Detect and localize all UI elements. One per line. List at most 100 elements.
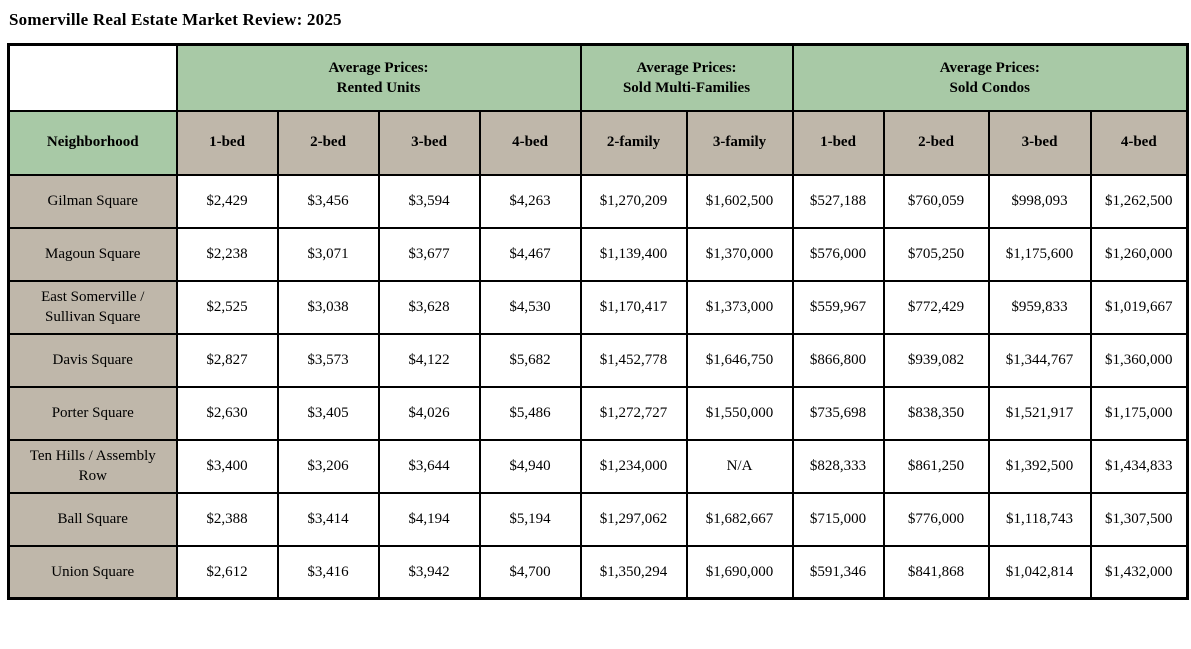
price-cell: $1,392,500 [987, 438, 1092, 494]
price-cell: $1,262,500 [1089, 173, 1189, 229]
real-estate-table: Average Prices: Rented Units Average Pri… [7, 43, 1190, 600]
price-cell: $4,026 [377, 385, 481, 441]
price-cell: $2,429 [175, 173, 279, 229]
price-cell: $1,521,917 [987, 385, 1092, 441]
column-header-2-family: 2-family [579, 109, 688, 176]
neighborhood-cell: Ten Hills / Assembly Row [7, 438, 178, 494]
price-cell: $5,682 [478, 332, 582, 388]
price-cell: $576,000 [791, 226, 885, 282]
table-row: Union Square $2,612 $3,416 $3,942 $4,700 $1,3… [7, 544, 1189, 600]
table-row: Ball Square $2,388 $3,414 $4,194 $5,194 $1,29… [7, 491, 1189, 547]
price-cell: $1,690,000 [685, 544, 794, 600]
price-cell: $4,194 [377, 491, 481, 547]
price-cell: $1,270,209 [579, 173, 688, 229]
price-cell: $591,346 [791, 544, 885, 600]
price-cell: $2,238 [175, 226, 279, 282]
corner-cell [7, 43, 178, 112]
price-cell: $3,594 [377, 173, 481, 229]
price-cell: $1,370,000 [685, 226, 794, 282]
price-cell: $3,400 [175, 438, 279, 494]
group-header-sold-multi-families: Average Prices: Sold Multi-Families [579, 43, 794, 112]
table-row: Davis Square $2,827 $3,573 $4,122 $5,682 $1,4… [7, 332, 1189, 388]
price-cell: $959,833 [987, 279, 1092, 335]
price-cell: $735,698 [791, 385, 885, 441]
price-cell: $1,373,000 [685, 279, 794, 335]
group-header-sold-condos: Average Prices: Sold Condos [791, 43, 1189, 112]
neighborhood-column-header: Neighborhood [7, 109, 178, 176]
column-header-2-bed: 2-bed [276, 109, 380, 176]
price-cell: $1,344,767 [987, 332, 1092, 388]
column-header-4-bed: 4-bed [1089, 109, 1189, 176]
column-header-row: Neighborhood 1-bed 2-bed 3-bed 4-bed 2-famil… [7, 109, 1189, 176]
price-cell: $1,272,727 [579, 385, 688, 441]
price-cell: $3,456 [276, 173, 380, 229]
neighborhood-cell: Porter Square [7, 385, 178, 441]
price-cell: $841,868 [882, 544, 990, 600]
group-header-row: Average Prices: Rented Units Average Pri… [7, 43, 1189, 112]
price-cell: $838,350 [882, 385, 990, 441]
price-cell: $2,630 [175, 385, 279, 441]
price-cell: $4,263 [478, 173, 582, 229]
price-cell: $715,000 [791, 491, 885, 547]
group-header-line1: Average Prices: [328, 59, 429, 76]
table-row: East Somerville / Sullivan Square $2,525 $… [7, 279, 1189, 335]
price-cell: $1,234,000 [579, 438, 688, 494]
price-cell: $861,250 [882, 438, 990, 494]
price-cell: $3,038 [276, 279, 380, 335]
price-cell: $1,139,400 [579, 226, 688, 282]
price-cell: $3,414 [276, 491, 380, 547]
price-cell: $1,297,062 [579, 491, 688, 547]
price-cell: $3,405 [276, 385, 380, 441]
column-header-1-bed: 1-bed [791, 109, 885, 176]
price-cell: $1,307,500 [1089, 491, 1189, 547]
price-cell: $527,188 [791, 173, 885, 229]
page-title: Somerville Real Estate Market Review: 20… [9, 10, 342, 29]
price-cell: $4,940 [478, 438, 582, 494]
price-cell: $1,550,000 [685, 385, 794, 441]
price-cell: $2,612 [175, 544, 279, 600]
group-header-line2: Rented Units [336, 79, 421, 96]
table-row: Porter Square $2,630 $3,405 $4,026 $5,486 $1,… [7, 385, 1189, 441]
price-cell: $1,682,667 [685, 491, 794, 547]
price-cell: $1,019,667 [1089, 279, 1189, 335]
neighborhood-cell: Davis Square [7, 332, 178, 388]
price-cell: $3,071 [276, 226, 380, 282]
price-cell: $998,093 [987, 173, 1092, 229]
price-cell: $760,059 [882, 173, 990, 229]
column-header-4-bed: 4-bed [478, 109, 582, 176]
price-cell: $2,388 [175, 491, 279, 547]
price-cell: $3,628 [377, 279, 481, 335]
price-cell: $4,530 [478, 279, 582, 335]
price-cell: $4,700 [478, 544, 582, 600]
price-cell: $866,800 [791, 332, 885, 388]
price-cell: $1,432,000 [1089, 544, 1189, 600]
price-cell: $1,042,814 [987, 544, 1092, 600]
group-header-line1: Average Prices: [939, 59, 1040, 76]
price-cell: $1,350,294 [579, 544, 688, 600]
neighborhood-cell: East Somerville / Sullivan Square [7, 279, 178, 335]
column-header-3-bed: 3-bed [987, 109, 1092, 176]
price-cell: $1,360,000 [1089, 332, 1189, 388]
column-header-3-family: 3-family [685, 109, 794, 176]
column-header-2-bed: 2-bed [882, 109, 990, 176]
price-cell: $1,434,833 [1089, 438, 1189, 494]
table-row: Gilman Square $2,429 $3,456 $3,594 $4,263 $1,… [7, 173, 1189, 229]
table-row: Magoun Square $2,238 $3,071 $3,677 $4,467 $1,… [7, 226, 1189, 282]
price-cell: $939,082 [882, 332, 990, 388]
neighborhood-cell: Ball Square [7, 491, 178, 547]
price-cell: $4,122 [377, 332, 481, 388]
column-header-3-bed: 3-bed [377, 109, 481, 176]
group-header-line1: Average Prices: [636, 59, 737, 76]
group-header-rented-units: Average Prices: Rented Units [175, 43, 582, 112]
column-header-1-bed: 1-bed [175, 109, 279, 176]
price-cell: $3,416 [276, 544, 380, 600]
neighborhood-cell: Magoun Square [7, 226, 178, 282]
price-cell: $5,194 [478, 491, 582, 547]
price-cell: $3,644 [377, 438, 481, 494]
price-cell: $3,942 [377, 544, 481, 600]
neighborhood-cell: Gilman Square [7, 173, 178, 229]
price-cell: $2,525 [175, 279, 279, 335]
group-header-line2: Sold Multi-Families [622, 79, 751, 96]
price-cell: $2,827 [175, 332, 279, 388]
